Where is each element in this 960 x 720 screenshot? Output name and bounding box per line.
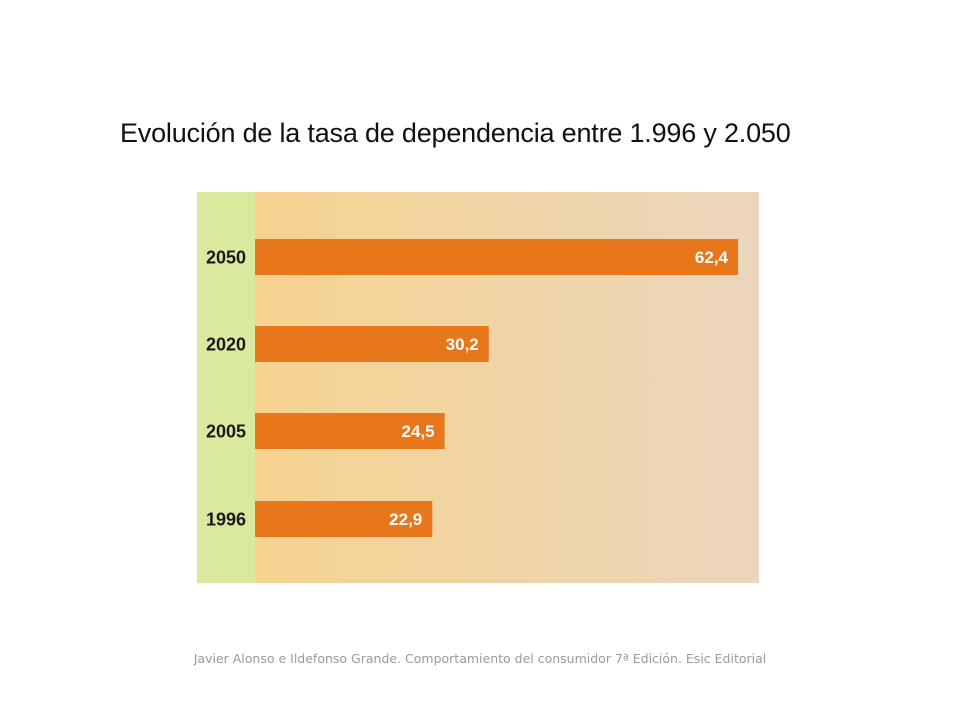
category-label-column <box>197 192 255 583</box>
category-label: 2050 <box>206 248 246 268</box>
bar-1996 <box>255 501 433 537</box>
bar-2005 <box>255 413 445 449</box>
bar-2020 <box>255 326 489 362</box>
bars-layer: 2050 62,4 2020 30,2 2005 24,5 1996 22,9 <box>206 239 738 537</box>
category-label: 1996 <box>206 510 246 530</box>
source-caption: Javier Alonso e Ildefonso Grande. Compor… <box>193 651 767 666</box>
bar-value-label: 22,9 <box>389 510 422 529</box>
category-label: 2005 <box>206 422 246 442</box>
category-label: 2020 <box>206 335 246 355</box>
bar-value-label: 24,5 <box>402 422 435 441</box>
bar-chart-svg: 2050 62,4 2020 30,2 2005 24,5 1996 22,9 <box>197 192 759 583</box>
chart-title: Evolución de la tasa de dependencia entr… <box>120 118 791 148</box>
bar-2050 <box>255 239 738 275</box>
bar-value-label: 30,2 <box>446 335 479 354</box>
bar-value-label: 62,4 <box>695 248 729 267</box>
bar-chart: 2050 62,4 2020 30,2 2005 24,5 1996 22,9 <box>197 192 759 583</box>
